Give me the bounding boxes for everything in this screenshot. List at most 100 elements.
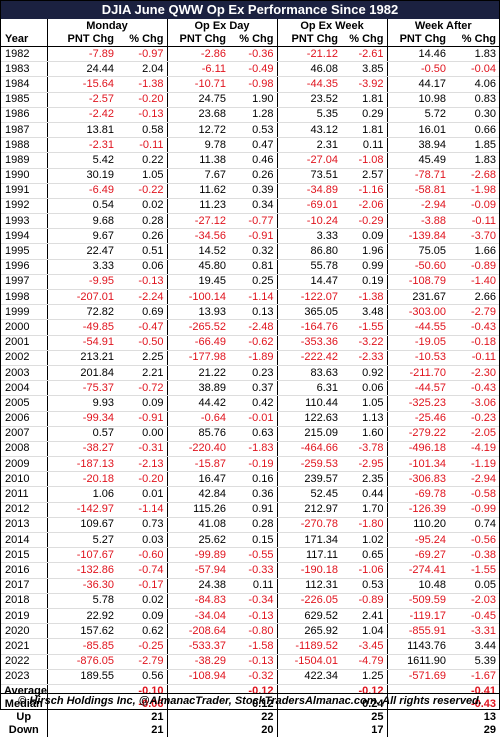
value-cell: 85.76: [166, 426, 229, 442]
value-cell: 86.80: [276, 243, 341, 260]
value-cell: -4.19: [449, 441, 500, 458]
value-cell: -0.99: [449, 502, 500, 518]
value-cell: -208.64: [166, 623, 229, 640]
value-cell: 1611.90: [386, 654, 450, 670]
value-cell: -0.20: [117, 92, 167, 108]
summary-value: 0.12: [252, 698, 274, 711]
value-cell: -10.71: [166, 76, 229, 93]
value-cell: -44.35: [276, 76, 341, 93]
value-cell: -0.04: [449, 61, 500, 78]
value-cell: -1.55: [449, 562, 500, 579]
value-cell: -2.48: [229, 319, 277, 336]
value-cell: 11.38: [166, 152, 229, 169]
value-cell: 109.67: [46, 517, 117, 534]
value-cell: 83.63: [276, 365, 341, 382]
value-cell: 0.66: [449, 122, 500, 139]
summary-value: -0.12: [229, 683, 277, 698]
table-row: 2010 -20.18 -0.20 16.47 0.16 239.57 2.35 -306.8…: [1, 471, 500, 488]
value-cell: -7.89: [46, 46, 117, 63]
summary-value: 0.24: [362, 698, 384, 711]
column-header: % Chg: [449, 32, 500, 47]
value-cell: 117.11: [276, 547, 341, 564]
value-cell: -0.09: [449, 198, 500, 215]
value-cell: 3.33: [46, 259, 117, 275]
year-cell: 2011: [1, 486, 47, 503]
value-cell: 0.28: [229, 517, 277, 534]
value-cell: -78.71: [386, 168, 450, 184]
value-cell: 1.13: [341, 411, 388, 427]
year-cell: 1988: [1, 137, 47, 154]
value-cell: -3.31: [449, 623, 500, 640]
value-cell: -0.38: [449, 547, 500, 564]
value-cell: -270.78: [276, 517, 341, 534]
footer: © Hirsch Holdings Inc, @AlmanacTrader, S…: [1, 693, 499, 709]
value-cell: 110.20: [386, 517, 450, 534]
value-cell: 115.26: [166, 502, 229, 518]
summary-value: -0.41: [449, 683, 500, 698]
year-cell: 2012: [1, 502, 47, 518]
value-cell: 1143.76: [386, 638, 450, 655]
value-cell: -2.94: [449, 471, 500, 488]
value-cell: -69.27: [386, 547, 450, 564]
value-cell: -108.94: [166, 669, 229, 685]
value-cell: 365.05: [276, 304, 341, 321]
value-cell: -100.14: [166, 289, 229, 306]
value-cell: -58.81: [386, 183, 450, 199]
value-cell: -0.56: [449, 532, 500, 549]
value-cell: -142.97: [46, 502, 117, 518]
table-row: 2000 -49.85 -0.47 -265.52 -2.48 -164.76 -1.55-…: [1, 319, 500, 336]
value-cell: -1.98: [449, 183, 500, 199]
value-cell: -3.70: [449, 228, 500, 245]
value-cell: -0.11: [449, 350, 500, 366]
table-row: 1991 -6.49 -0.22 11.62 0.39 -34.89 -1.16 -58.81…: [1, 183, 500, 199]
year-cell: 1996: [1, 259, 47, 275]
summary-label: Median: [4, 698, 43, 711]
value-cell: 0.34: [229, 198, 277, 215]
value-cell: 0.26: [117, 228, 167, 245]
table-row: 2016 -132.86 -0.74 -57.94 -0.33 -190.18 -1.06-…: [1, 562, 500, 579]
year-cell: 2008: [1, 441, 47, 458]
summary-value: 21: [151, 711, 164, 724]
value-cell: -0.43: [449, 380, 500, 397]
table-row: 2004 -75.37 -0.72 38.89 0.37 6.31 0.06 -44.57 -0…: [1, 380, 500, 397]
value-cell: 0.11: [229, 578, 277, 594]
value-cell: -2.68: [449, 168, 500, 184]
value-cell: 213.21: [46, 350, 117, 366]
value-cell: 5.42: [46, 152, 117, 169]
value-cell: 1.06: [46, 486, 117, 503]
value-cell: 0.69: [117, 304, 167, 321]
value-cell: 0.00: [117, 426, 167, 442]
table-row: Median -0.06 0.12 0.24 -0.43: [1, 697, 499, 711]
empty-cell: [166, 697, 229, 711]
empty-cell: [46, 723, 117, 737]
value-cell: -2.33: [341, 350, 388, 366]
value-cell: 1.05: [341, 395, 388, 412]
value-cell: -101.34: [386, 456, 450, 473]
value-cell: 122.63: [276, 411, 341, 427]
year-cell: 2000: [1, 319, 47, 336]
value-cell: -2.30: [449, 365, 500, 382]
value-cell: -0.77: [229, 213, 277, 230]
value-cell: -84.83: [166, 593, 229, 609]
value-cell: -2.79: [117, 654, 167, 670]
value-cell: 629.52: [276, 608, 341, 625]
value-cell: 5.39: [449, 654, 500, 670]
value-cell: -464.66: [276, 441, 341, 458]
value-cell: -0.80: [229, 623, 277, 640]
value-cell: -44.55: [386, 319, 450, 336]
value-cell: 2.04: [117, 61, 167, 78]
year-cell: 2014: [1, 532, 47, 549]
value-cell: 0.65: [341, 547, 388, 564]
value-cell: -99.89: [166, 547, 229, 564]
value-cell: -1.19: [449, 456, 500, 473]
value-cell: 1.83: [449, 152, 500, 169]
year-cell: 2015: [1, 547, 47, 564]
table-row: Year PNT Chg% Chg PNT Chg% Chg PNT Chg% Chg…: [1, 32, 500, 47]
empty-cell: [386, 683, 450, 698]
value-cell: 5.78: [46, 593, 117, 609]
value-cell: 75.05: [386, 243, 450, 260]
value-cell: -0.25: [117, 638, 167, 655]
year-cell: 2002: [1, 350, 47, 366]
summary-value: -0.10: [117, 683, 167, 698]
